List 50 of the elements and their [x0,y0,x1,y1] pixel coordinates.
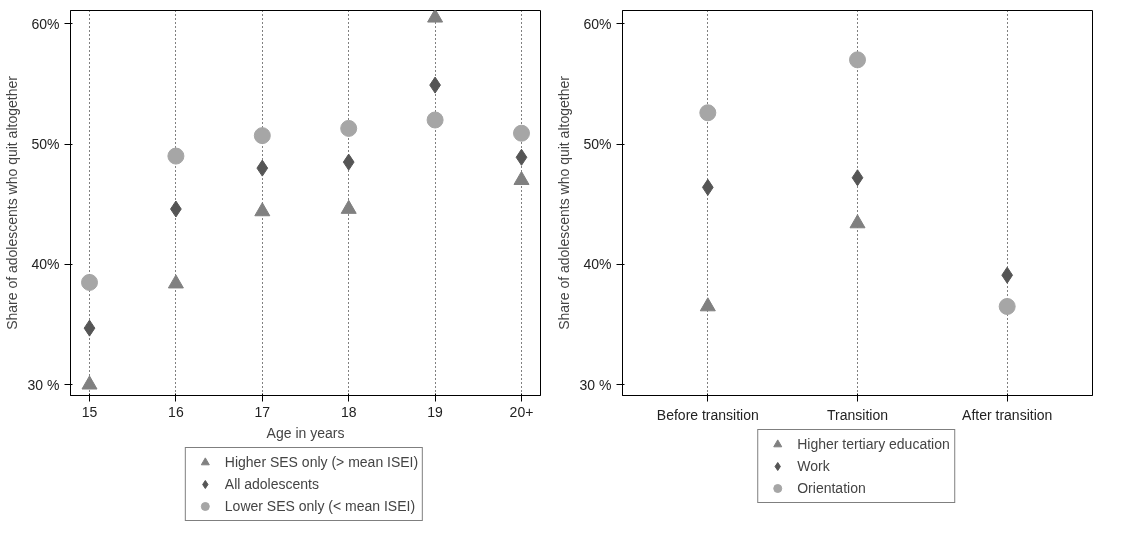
y-tick-label: 60% [583,15,612,32]
x-tick-label: 18 [340,403,357,420]
x-tick-label: After transition [962,406,1053,423]
y-axis-title: Share of adolescents who quit altogether [3,75,20,330]
point [254,202,271,217]
y-tick-label: 50% [583,136,612,153]
legend-label: Work [797,458,830,474]
y-tick-label: 50% [31,136,60,153]
x-tick-label: 20+ [509,403,534,420]
point [513,170,530,185]
point [1001,266,1014,284]
y-tick-label: 30 % [27,376,60,393]
point [167,147,185,165]
x-tick-label: Transition [827,406,888,423]
legend-label: Lower SES only (< mean ISEI) [224,498,416,514]
legend-label: Higher tertiary education [797,436,950,452]
x-tick-label: 19 [427,403,444,420]
point [167,274,184,289]
y-tick-label: 40% [583,256,612,273]
x-tick-label: 16 [168,403,184,420]
point [701,178,714,196]
y-tick-label: 40% [31,256,60,273]
point [426,111,444,129]
legend-label: Orientation [797,480,866,496]
point [256,159,269,177]
point [515,148,528,166]
point [849,214,866,229]
x-axis-title: Age in years [266,424,345,441]
y-tick-label: 30 % [579,376,612,393]
legend-label: Higher SES only (> mean ISEI) [224,454,419,470]
point [253,127,271,145]
point [851,169,864,187]
point [340,119,358,137]
y-axis-title: Share of adolescents who quit altogether [555,75,572,330]
point [427,10,444,23]
point [512,124,530,142]
x-tick-label: Before transition [656,406,759,423]
y-tick-label: 60% [31,15,60,32]
point [998,297,1016,315]
point [699,104,717,122]
x-tick-label: 17 [254,403,271,420]
point [849,51,866,69]
point [81,273,99,291]
x-tick-label: 15 [81,403,98,420]
point [83,319,96,337]
point [81,375,98,390]
point [699,297,716,312]
point [342,153,355,171]
point [340,199,357,214]
legend-label: All adolescents [224,476,319,492]
